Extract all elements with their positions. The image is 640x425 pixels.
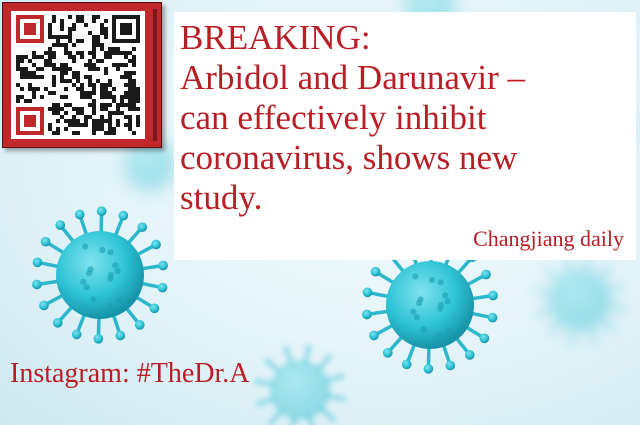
headline-line: BREAKING:: [180, 18, 371, 57]
source-credit: Changjiang daily: [473, 226, 624, 251]
qr-code-frame: [2, 2, 162, 148]
qr-code-icon[interactable]: [11, 11, 145, 139]
virus-particle: [32, 206, 168, 344]
headline-line: can effectively inhibit: [180, 98, 487, 137]
headline-line: coronavirus, shows new: [180, 138, 518, 177]
headline-line: study.: [180, 178, 263, 217]
virus-particle: [534, 254, 626, 346]
headline-box: BREAKING: Arbidol and Darunavir – can ef…: [174, 12, 636, 260]
headline-line: Arbidol and Darunavir –: [180, 58, 526, 97]
headline: BREAKING: Arbidol and Darunavir – can ef…: [180, 18, 632, 218]
instagram-handle: Instagram: #TheDr.A: [10, 358, 250, 389]
virus-particle: [254, 344, 346, 425]
